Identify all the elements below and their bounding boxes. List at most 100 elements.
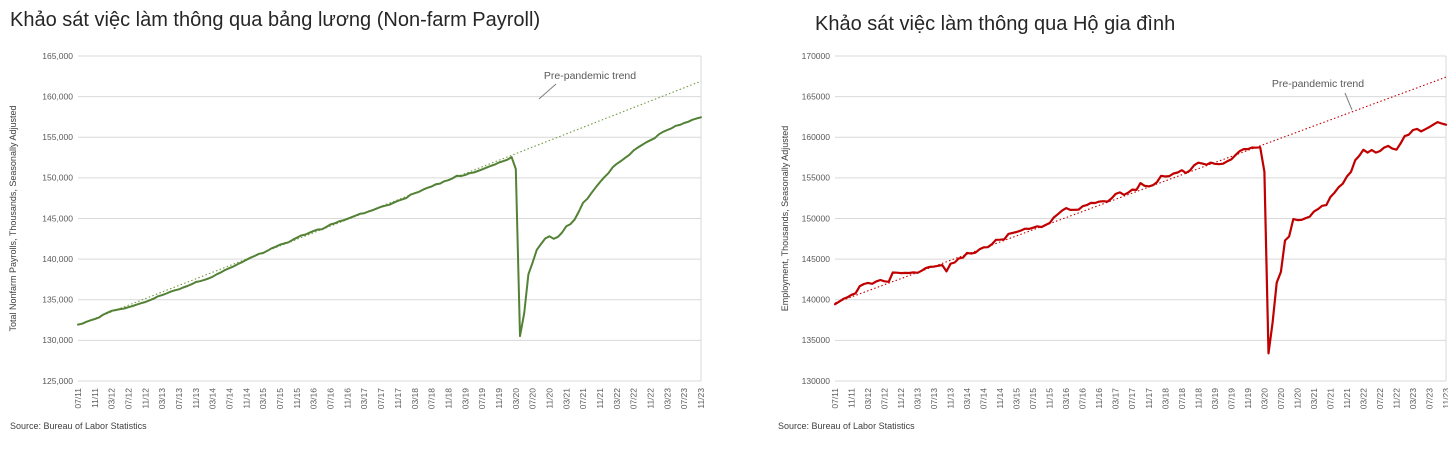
svg-text:11/17: 11/17 xyxy=(1144,388,1154,409)
pre-pandemic-trend-line xyxy=(77,80,702,326)
household-employment-line xyxy=(833,120,1448,355)
svg-text:11/16: 11/16 xyxy=(1094,388,1104,409)
svg-text:07/22: 07/22 xyxy=(629,388,639,410)
annotation-leader-line xyxy=(538,83,557,100)
svg-text:07/17: 07/17 xyxy=(376,388,386,410)
svg-text:07/11: 07/11 xyxy=(73,388,83,409)
svg-text:03/12: 03/12 xyxy=(863,388,873,410)
svg-text:11/12: 11/12 xyxy=(896,388,906,409)
svg-text:160,000: 160,000 xyxy=(42,91,73,101)
svg-text:07/20: 07/20 xyxy=(1276,388,1286,410)
x-axis-tick-labels: 07/11 11/11 03/12 07/12 11/12 03/13 07/13 11/13… xyxy=(73,388,706,410)
svg-text:150000: 150000 xyxy=(802,213,831,223)
svg-text:03/20: 03/20 xyxy=(511,388,521,410)
svg-text:130000: 130000 xyxy=(802,376,831,386)
svg-text:07/18: 07/18 xyxy=(1177,388,1187,410)
svg-text:03/21: 03/21 xyxy=(561,388,571,410)
svg-text:03/17: 03/17 xyxy=(359,388,369,410)
svg-text:11/23: 11/23 xyxy=(696,388,706,409)
svg-text:07/12: 07/12 xyxy=(880,388,890,410)
svg-text:160000: 160000 xyxy=(802,132,831,142)
household-survey-chart: Khảo sát việc làm thông qua Hộ gia đình … xyxy=(775,0,1448,431)
y-axis-title: Employment, Thousands, Seasonally Adjust… xyxy=(780,126,790,311)
svg-text:11/13: 11/13 xyxy=(191,388,201,409)
svg-text:07/15: 07/15 xyxy=(275,388,285,410)
svg-text:11/13: 11/13 xyxy=(946,388,956,409)
svg-text:11/16: 11/16 xyxy=(342,388,352,409)
svg-text:11/18: 11/18 xyxy=(1193,388,1203,409)
svg-text:07/13: 07/13 xyxy=(929,388,939,410)
svg-text:03/12: 03/12 xyxy=(107,388,117,410)
svg-text:07/23: 07/23 xyxy=(679,388,689,410)
svg-text:145,000: 145,000 xyxy=(42,213,73,223)
svg-text:11/22: 11/22 xyxy=(645,388,655,409)
svg-text:135,000: 135,000 xyxy=(42,295,73,305)
svg-text:130,000: 130,000 xyxy=(42,335,73,345)
svg-text:11/11: 11/11 xyxy=(90,388,100,408)
gridlines xyxy=(835,55,1447,382)
svg-text:11/15: 11/15 xyxy=(1045,388,1055,409)
svg-text:03/13: 03/13 xyxy=(913,388,923,410)
svg-text:11/17: 11/17 xyxy=(393,388,403,409)
svg-text:07/19: 07/19 xyxy=(1226,388,1236,410)
svg-text:11/12: 11/12 xyxy=(140,388,150,409)
chart-title-household-survey: Khảo sát việc làm thông qua Hộ gia đình xyxy=(815,13,1176,35)
svg-text:07/20: 07/20 xyxy=(528,388,538,410)
svg-text:165,000: 165,000 xyxy=(42,51,73,61)
svg-text:03/23: 03/23 xyxy=(662,388,672,410)
svg-text:11/21: 11/21 xyxy=(1342,388,1352,409)
svg-text:155000: 155000 xyxy=(802,173,831,183)
svg-text:170000: 170000 xyxy=(802,51,831,61)
svg-text:07/14: 07/14 xyxy=(225,388,235,410)
svg-text:11/20: 11/20 xyxy=(544,388,554,409)
svg-text:03/16: 03/16 xyxy=(309,388,319,410)
svg-text:03/18: 03/18 xyxy=(1160,388,1170,410)
svg-text:140,000: 140,000 xyxy=(42,254,73,264)
y-axis-tick-labels: 165,000 160,000 155,000 150,000 145,000 140,0… xyxy=(42,51,73,386)
svg-text:07/15: 07/15 xyxy=(1028,388,1038,410)
svg-text:11/15: 11/15 xyxy=(292,388,302,409)
svg-text:03/16: 03/16 xyxy=(1061,388,1071,410)
svg-text:125,000: 125,000 xyxy=(42,376,73,386)
svg-text:11/14: 11/14 xyxy=(995,388,1005,409)
svg-text:155,000: 155,000 xyxy=(42,132,73,142)
svg-text:03/18: 03/18 xyxy=(410,388,420,410)
svg-text:11/20: 11/20 xyxy=(1292,388,1302,409)
svg-text:07/11: 07/11 xyxy=(830,388,840,409)
nonfarm-payroll-chart: Khảo sát việc làm thông qua bảng lương (… xyxy=(0,0,712,431)
svg-text:07/19: 07/19 xyxy=(477,388,487,410)
svg-text:07/21: 07/21 xyxy=(578,388,588,410)
svg-text:165000: 165000 xyxy=(802,91,831,101)
svg-text:03/14: 03/14 xyxy=(208,388,218,410)
svg-text:03/23: 03/23 xyxy=(1408,388,1418,410)
pre-pandemic-trend-label: Pre-pandemic trend xyxy=(1272,78,1364,90)
svg-text:07/13: 07/13 xyxy=(174,388,184,410)
svg-text:03/19: 03/19 xyxy=(1210,388,1220,410)
svg-text:140000: 140000 xyxy=(802,295,831,305)
svg-text:11/19: 11/19 xyxy=(1243,388,1253,409)
household-employment-plot: 170000 165000 160000 155000 150000 145000 1400… xyxy=(780,51,1448,410)
svg-text:03/22: 03/22 xyxy=(612,388,622,410)
chart-title-nonfarm-payroll: Khảo sát việc làm thông qua bảng lương (… xyxy=(10,9,541,31)
svg-text:11/23: 11/23 xyxy=(1441,388,1448,409)
nonfarm-payroll-line xyxy=(77,116,702,338)
svg-text:03/15: 03/15 xyxy=(258,388,268,410)
svg-text:07/23: 07/23 xyxy=(1424,388,1434,410)
source-note: Source: Bureau of Labor Statistics xyxy=(778,421,915,431)
pre-pandemic-trend-label: Pre-pandemic trend xyxy=(544,70,636,82)
svg-text:11/18: 11/18 xyxy=(443,388,453,409)
svg-text:03/17: 03/17 xyxy=(1111,388,1121,410)
svg-text:150,000: 150,000 xyxy=(42,173,73,183)
svg-text:11/11: 11/11 xyxy=(847,388,857,408)
svg-text:07/17: 07/17 xyxy=(1127,388,1137,410)
pre-pandemic-trend-line xyxy=(834,76,1447,304)
svg-text:07/18: 07/18 xyxy=(427,388,437,410)
svg-text:03/14: 03/14 xyxy=(962,388,972,410)
svg-text:11/21: 11/21 xyxy=(595,388,605,409)
svg-text:11/22: 11/22 xyxy=(1391,388,1401,409)
svg-text:03/13: 03/13 xyxy=(157,388,167,410)
svg-text:03/21: 03/21 xyxy=(1309,388,1319,410)
svg-text:03/20: 03/20 xyxy=(1259,388,1269,410)
svg-text:07/16: 07/16 xyxy=(326,388,336,410)
